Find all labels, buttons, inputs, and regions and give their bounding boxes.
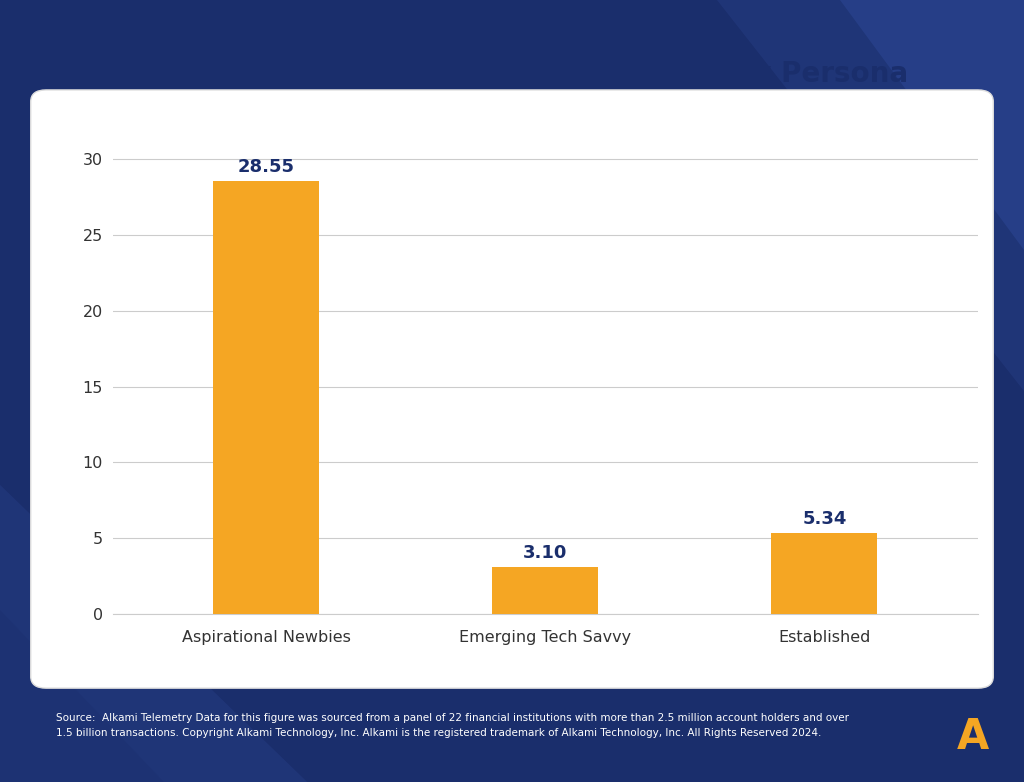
Text: A: A [956, 716, 989, 758]
Polygon shape [0, 485, 307, 782]
Text: 2023 Median Transactions Per Account by Persona: 2023 Median Transactions Per Account by … [116, 60, 908, 88]
Bar [213, 181, 319, 614]
Polygon shape [717, 0, 1024, 391]
Bar [771, 533, 878, 614]
Polygon shape [840, 0, 1024, 250]
Text: 3.10: 3.10 [523, 543, 567, 561]
Text: 28.55: 28.55 [238, 158, 295, 176]
Bar [493, 567, 598, 614]
Polygon shape [0, 610, 164, 782]
Text: Source:  Alkami Telemetry Data for this figure was sourced from a panel of 22 fi: Source: Alkami Telemetry Data for this f… [56, 713, 849, 738]
Text: 5.34: 5.34 [802, 510, 847, 528]
